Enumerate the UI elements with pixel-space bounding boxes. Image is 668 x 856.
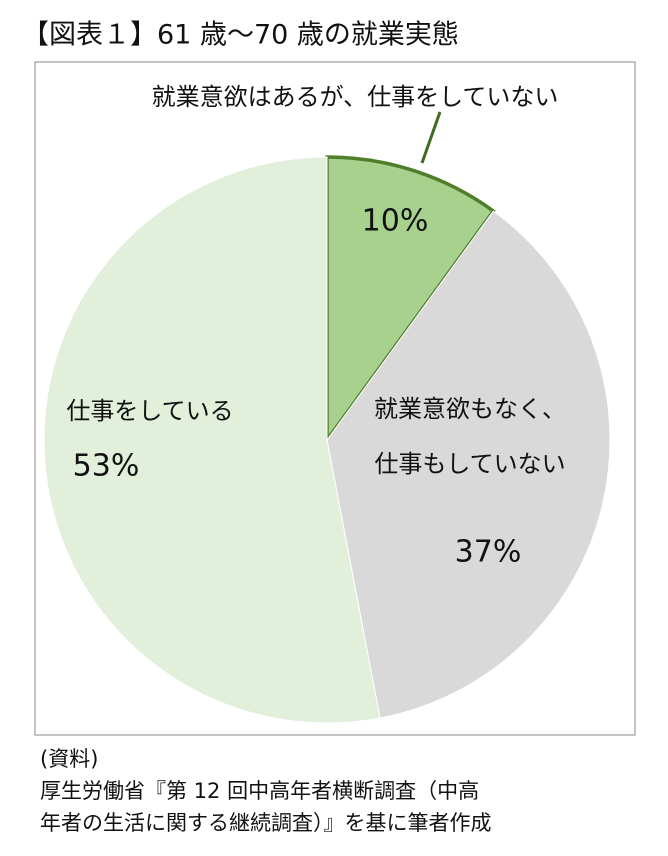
value-label: 53% bbox=[73, 449, 140, 484]
pie-slice bbox=[326, 210, 611, 719]
chart-title: 【図表１】61 歳～70 歳の就業実態 bbox=[22, 20, 459, 51]
slice-label: 仕事をしている bbox=[66, 397, 233, 425]
pie-slice bbox=[325, 155, 496, 446]
frame bbox=[34, 61, 636, 736]
leader-line bbox=[420, 111, 442, 164]
value-label: 37% bbox=[455, 535, 522, 570]
source-text: 年者の生活に関する継続調査）』を基に筆者作成 bbox=[40, 811, 492, 835]
slice-label: 就業意欲はあるが、仕事をしていない bbox=[152, 83, 559, 111]
value-label: 10% bbox=[362, 204, 429, 239]
pie-slice bbox=[43, 156, 381, 724]
slice-label: 就業意欲もなく、仕事もしていない bbox=[374, 395, 566, 478]
source-text: 厚生労働省『第 12 回中高年者横断調査（中高 bbox=[40, 779, 479, 803]
source-label: (資料) bbox=[40, 747, 98, 771]
slices bbox=[43, 155, 611, 724]
